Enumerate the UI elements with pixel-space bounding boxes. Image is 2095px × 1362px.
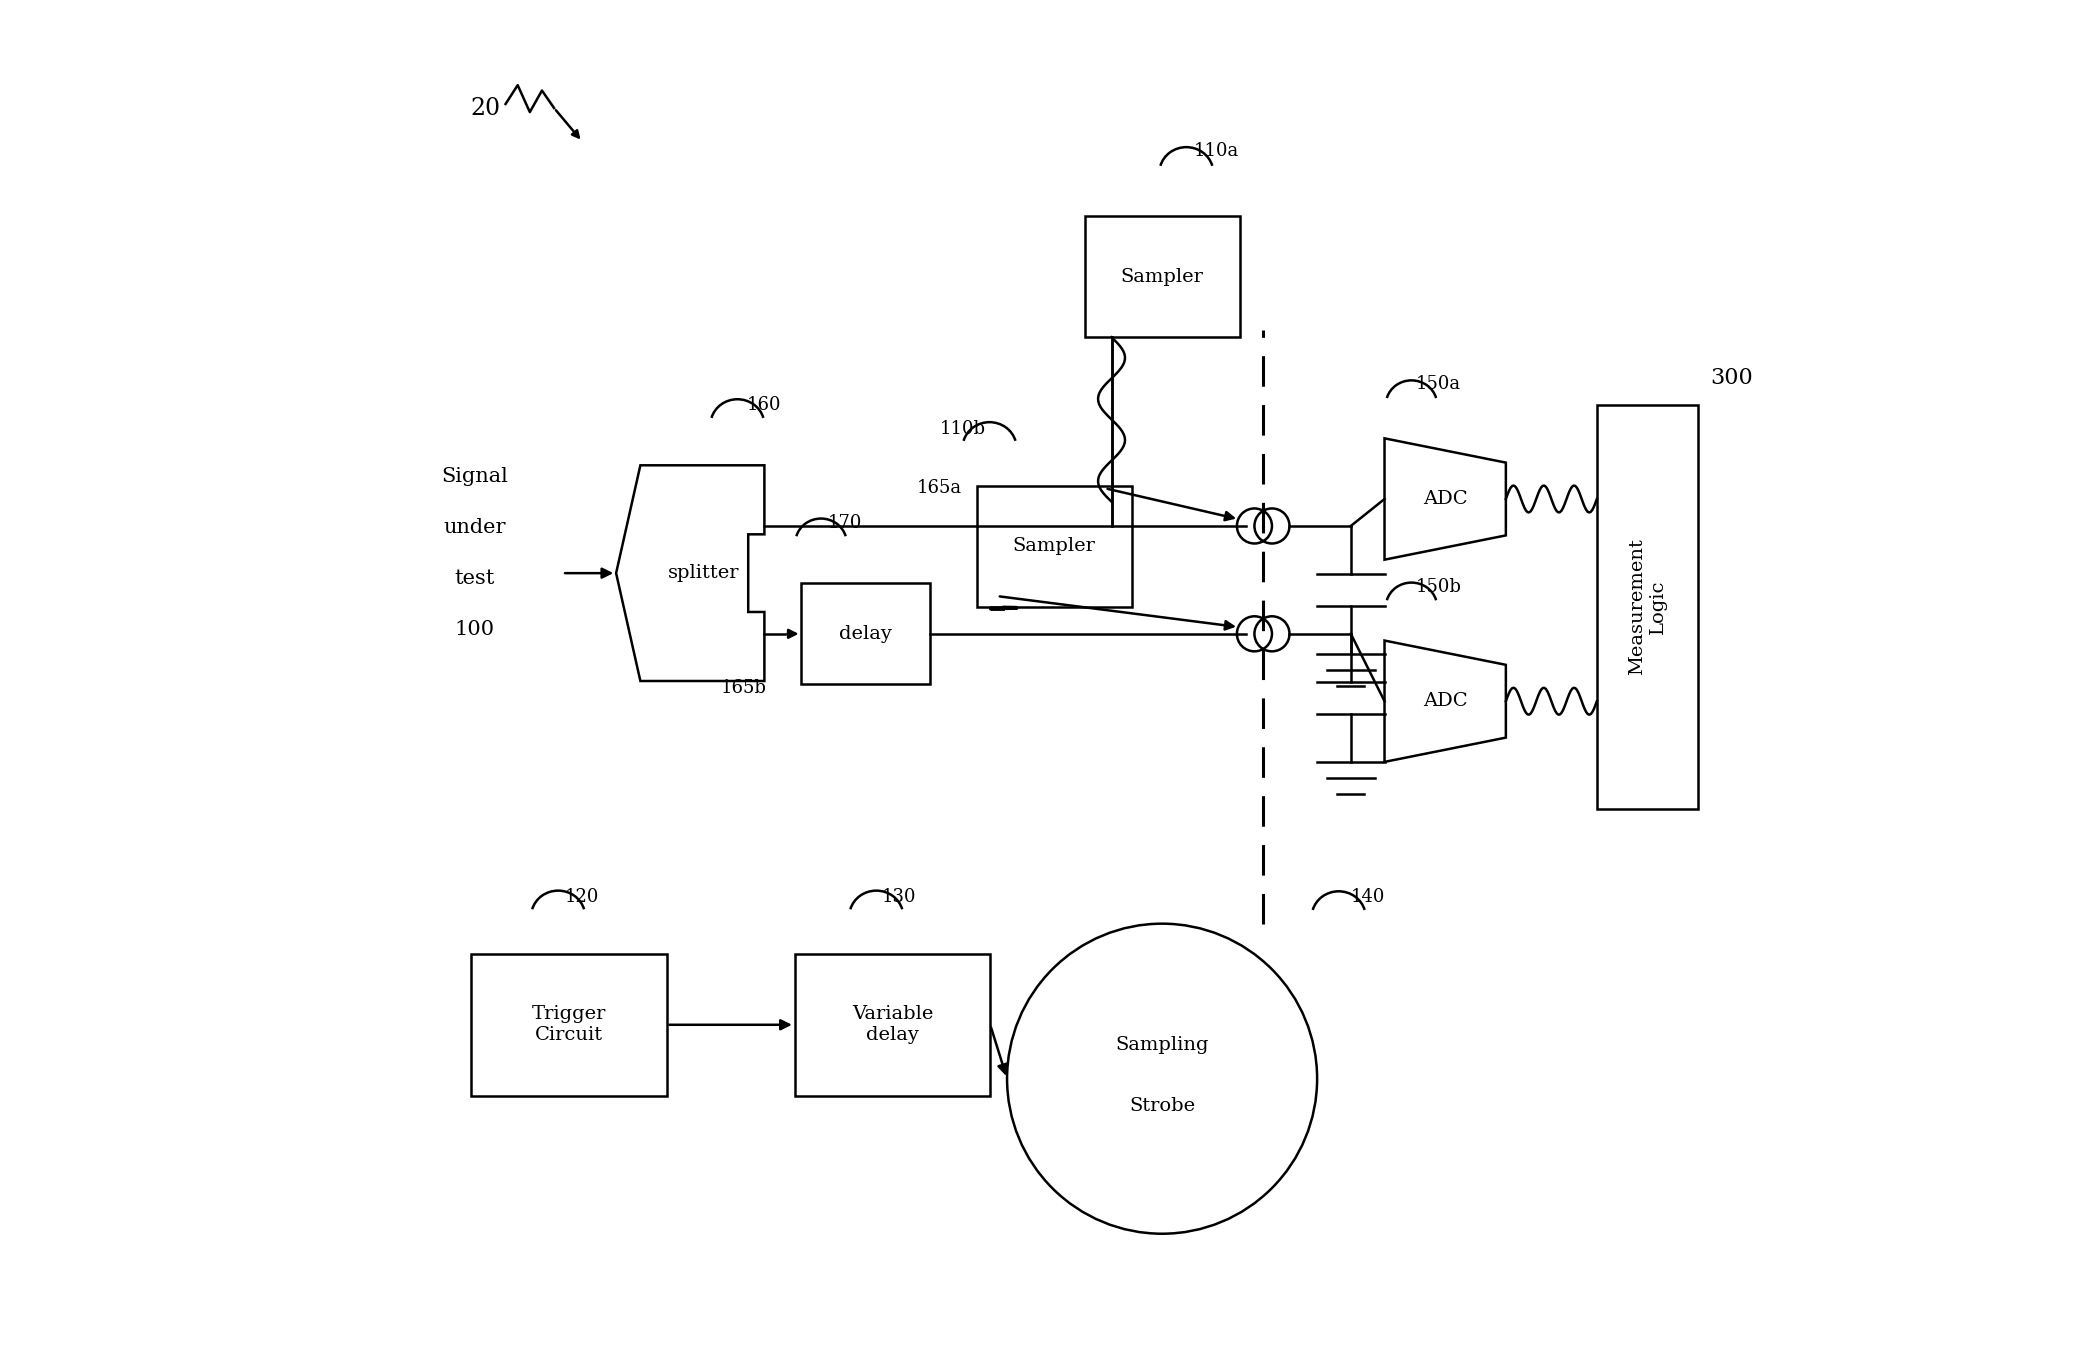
Text: 150a: 150a [1416, 376, 1460, 394]
Text: Trigger
Circuit: Trigger Circuit [532, 1005, 605, 1045]
Text: 300: 300 [1710, 366, 1754, 388]
Text: 165b: 165b [721, 678, 767, 697]
Text: 140: 140 [1351, 888, 1385, 906]
FancyBboxPatch shape [1085, 217, 1240, 338]
FancyBboxPatch shape [794, 953, 991, 1095]
Text: 165a: 165a [918, 479, 962, 497]
Text: 150b: 150b [1416, 577, 1462, 595]
Polygon shape [616, 466, 765, 681]
Text: ADC: ADC [1423, 692, 1466, 710]
Text: Sampler: Sampler [1121, 267, 1203, 286]
FancyBboxPatch shape [802, 583, 930, 684]
Text: Variable
delay: Variable delay [853, 1005, 932, 1045]
Text: Measurement
Logic: Measurement Logic [1628, 538, 1668, 676]
Text: test: test [455, 569, 494, 588]
Text: 120: 120 [566, 888, 599, 906]
Text: under: under [444, 518, 505, 537]
Text: ADC: ADC [1423, 490, 1466, 508]
Text: Sampling: Sampling [1115, 1036, 1209, 1054]
Text: 110b: 110b [939, 419, 985, 439]
Text: 110a: 110a [1194, 142, 1238, 161]
Text: 130: 130 [882, 888, 916, 906]
Text: 160: 160 [748, 395, 781, 414]
Text: 100: 100 [455, 620, 494, 639]
Text: Sampler: Sampler [1012, 537, 1096, 556]
FancyBboxPatch shape [1596, 405, 1697, 809]
Text: 20: 20 [471, 97, 501, 120]
Polygon shape [1385, 640, 1506, 761]
Text: Signal: Signal [442, 467, 507, 486]
Text: delay: delay [840, 625, 892, 643]
Text: Strobe: Strobe [1129, 1096, 1194, 1114]
Polygon shape [1385, 439, 1506, 560]
Text: 170: 170 [828, 513, 863, 531]
FancyBboxPatch shape [471, 953, 666, 1095]
FancyBboxPatch shape [976, 485, 1131, 607]
Text: splitter: splitter [668, 564, 740, 582]
